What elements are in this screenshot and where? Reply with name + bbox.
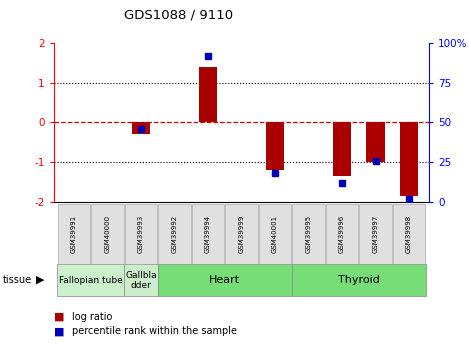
Bar [366, 122, 385, 162]
Bar [266, 122, 284, 170]
Text: GDS1088 / 9110: GDS1088 / 9110 [124, 9, 233, 22]
Text: GSM39994: GSM39994 [205, 215, 211, 253]
Text: ▶: ▶ [36, 275, 45, 285]
Text: GSM39993: GSM39993 [138, 215, 144, 253]
Text: ■: ■ [54, 326, 64, 336]
Bar [132, 122, 150, 135]
Bar [125, 204, 158, 264]
Text: Fallopian tube: Fallopian tube [59, 276, 123, 285]
Text: Gallbla
dder: Gallbla dder [125, 270, 157, 290]
Bar [158, 264, 292, 296]
Bar [199, 67, 217, 122]
Bar [57, 264, 124, 296]
Bar [359, 204, 392, 264]
Text: GSM39995: GSM39995 [305, 215, 311, 253]
Bar [292, 264, 426, 296]
Bar [393, 204, 425, 264]
Bar [400, 122, 418, 196]
Text: Thyroid: Thyroid [338, 275, 380, 285]
Text: GSM39999: GSM39999 [239, 215, 244, 253]
Bar [91, 204, 124, 264]
Bar [333, 122, 351, 176]
Text: percentile rank within the sample: percentile rank within the sample [72, 326, 237, 336]
Bar [58, 204, 91, 264]
Bar [325, 204, 358, 264]
Bar [292, 204, 325, 264]
Text: Heart: Heart [209, 275, 240, 285]
Bar [158, 204, 191, 264]
Bar [192, 204, 225, 264]
Text: ■: ■ [54, 312, 64, 322]
Text: tissue: tissue [2, 275, 31, 285]
Bar [124, 264, 158, 296]
Text: GSM40000: GSM40000 [105, 215, 111, 253]
Text: GSM39997: GSM39997 [372, 215, 378, 253]
Text: GSM39992: GSM39992 [172, 215, 178, 253]
Text: GSM39996: GSM39996 [339, 215, 345, 253]
Text: GSM39991: GSM39991 [71, 215, 77, 253]
Bar [258, 204, 291, 264]
Text: GSM40001: GSM40001 [272, 215, 278, 253]
Text: log ratio: log ratio [72, 312, 112, 322]
Bar [225, 204, 258, 264]
Text: GSM39998: GSM39998 [406, 215, 412, 253]
